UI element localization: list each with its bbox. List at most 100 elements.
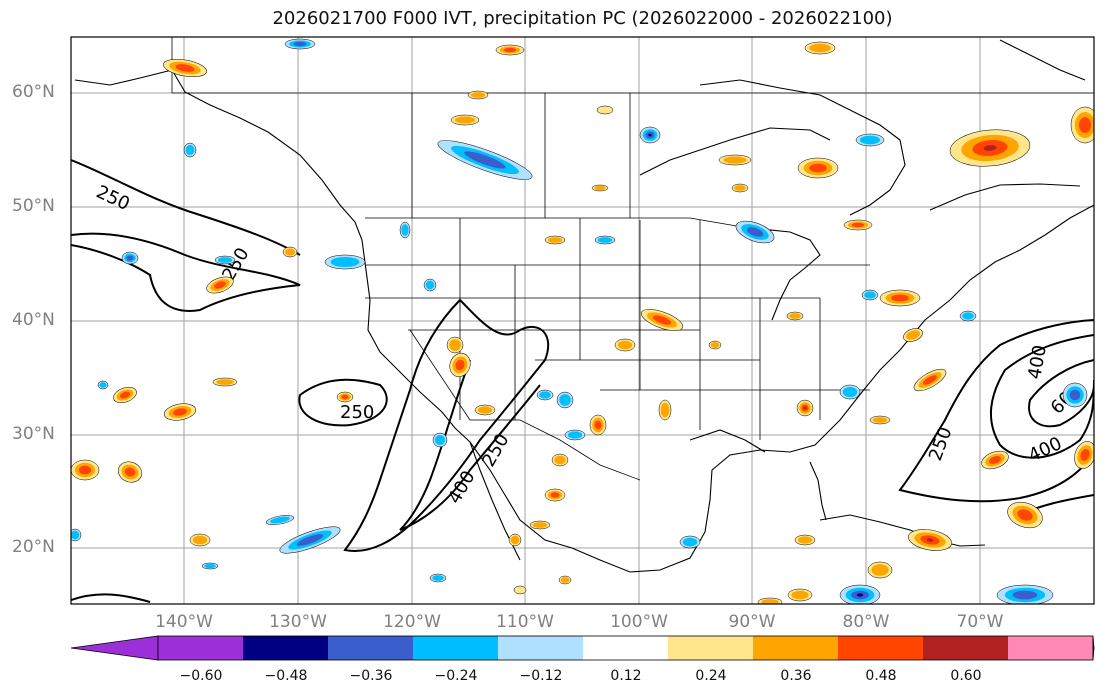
political-borders [171, 37, 1094, 481]
precip-negative-anomaly [437, 140, 533, 180]
precip-positive-anomaly [117, 461, 143, 483]
precip-positive-anomaly [981, 450, 1009, 470]
precip-positive-anomaly [787, 588, 813, 602]
graticule [71, 37, 1094, 604]
precip-negative-anomaly [679, 535, 701, 549]
colorbar-tick-label: 0.60 [950, 668, 982, 684]
precip-negative-anomaly [1062, 382, 1088, 408]
lon-label: 130°W [269, 612, 327, 632]
precip-positive-anomaly [708, 340, 722, 350]
precip-negative-anomaly [201, 562, 219, 570]
ivt-label: 250 [93, 181, 133, 215]
precip-positive-anomaly [163, 403, 197, 421]
precip-positive-anomaly [797, 157, 839, 179]
lon-label: 140°W [155, 612, 213, 632]
precip-positive-anomaly [450, 114, 480, 126]
precip-negative-anomaly [839, 584, 881, 604]
lat-label: 30°N [12, 424, 55, 444]
precip-negative-anomaly [423, 278, 437, 292]
precip-positive-anomaly [804, 41, 836, 55]
precip-negative-anomaly [324, 254, 366, 270]
colorbar-segment [583, 636, 668, 660]
precip-positive-anomaly [467, 90, 489, 100]
lat-label: 60°N [12, 82, 55, 102]
precip-positive-anomaly [558, 575, 572, 585]
precip-positive-anomaly [1074, 441, 1094, 469]
precip-pc-field [71, 38, 1094, 604]
precip-positive-anomaly [508, 533, 522, 547]
precip-positive-anomaly [903, 328, 923, 342]
map-title: 2026021700 F000 IVT, precipitation PC (2… [272, 8, 893, 29]
coastlines [74, 39, 1094, 573]
colorbar-tick-label: −0.48 [264, 668, 308, 684]
precip-negative-anomaly [855, 133, 885, 147]
colorbar-tick-label: −0.36 [349, 668, 393, 684]
precip-negative-anomaly [959, 310, 977, 322]
precip-negative-anomaly [639, 126, 661, 144]
colorbar-frame [157, 635, 1094, 661]
precip-negative-anomaly [839, 384, 861, 400]
precip-positive-anomaly [757, 597, 783, 604]
colorbar-segment [498, 636, 583, 660]
precip-positive-anomaly [189, 533, 211, 547]
precip-positive-anomaly [113, 386, 137, 404]
ivt-label: 400 [1024, 343, 1051, 380]
precip-positive-anomaly [913, 368, 947, 392]
ivt-label: 250 [340, 402, 374, 423]
precip-positive-anomaly [282, 246, 298, 258]
lon-label: 90°W [728, 612, 776, 632]
precip-negative-anomaly [279, 526, 341, 554]
lat-label: 50°N [12, 196, 55, 216]
colorbar [70, 635, 1095, 661]
colorbar-segment [158, 636, 243, 660]
precip-positive-anomaly [786, 311, 804, 321]
precip-positive-anomaly [446, 336, 464, 354]
precip-negative-anomaly [564, 429, 586, 441]
precip-negative-anomaly [214, 255, 236, 265]
precip-negative-anomaly [71, 528, 82, 542]
precip-negative-anomaly [432, 432, 448, 448]
precip-negative-anomaly [183, 142, 197, 158]
precip-positive-anomaly [591, 184, 609, 192]
colorbar-tick-label: 0.12 [610, 668, 642, 684]
colorbar-segment [413, 636, 498, 660]
precip-negative-anomaly [121, 251, 139, 265]
precip-positive-anomaly [658, 399, 672, 421]
lon-label: 110°W [496, 612, 554, 632]
ivt-contours [71, 159, 1094, 603]
plot-frame [70, 36, 1095, 605]
colorbar-segment [923, 636, 1008, 660]
precip-positive-anomaly [879, 289, 921, 307]
lon-label: 70°W [956, 612, 1004, 632]
precip-negative-anomaly [861, 289, 879, 301]
precip-positive-anomaly [163, 58, 207, 78]
lon-label: 120°W [383, 612, 441, 632]
precip-positive-anomaly [1007, 501, 1043, 529]
colorbar-tick-label: −0.12 [519, 668, 563, 684]
lat-label: 20°N [12, 537, 55, 557]
colorbar-segment [1008, 636, 1093, 660]
lon-label: 100°W [610, 612, 668, 632]
ivt-label: 400 [1025, 433, 1065, 467]
precip-positive-anomaly [1070, 106, 1094, 144]
colorbar-extend-low [70, 635, 159, 661]
precip-positive-anomaly [640, 309, 684, 331]
precip-positive-anomaly [794, 534, 816, 546]
precip-positive-anomaly [544, 235, 566, 245]
precip-negative-anomaly [594, 235, 616, 245]
precip-negative-anomaly [556, 391, 574, 409]
precip-positive-anomaly [495, 44, 525, 56]
colorbar-tick-label: −0.60 [179, 668, 223, 684]
ivt-label: 250 [925, 424, 956, 463]
precip-positive-anomaly [949, 129, 1031, 167]
precip-positive-anomaly [731, 183, 749, 193]
colorbar-tick-label: 0.48 [865, 668, 897, 684]
colorbar-tick-label: 0.36 [780, 668, 812, 684]
precip-negative-anomaly [996, 584, 1054, 604]
colorbar-segment [668, 636, 753, 660]
ivt-label: 400 [444, 467, 479, 507]
precip-positive-anomaly [796, 399, 814, 417]
colorbar-segment [243, 636, 328, 660]
precip-negative-anomaly [536, 389, 554, 401]
